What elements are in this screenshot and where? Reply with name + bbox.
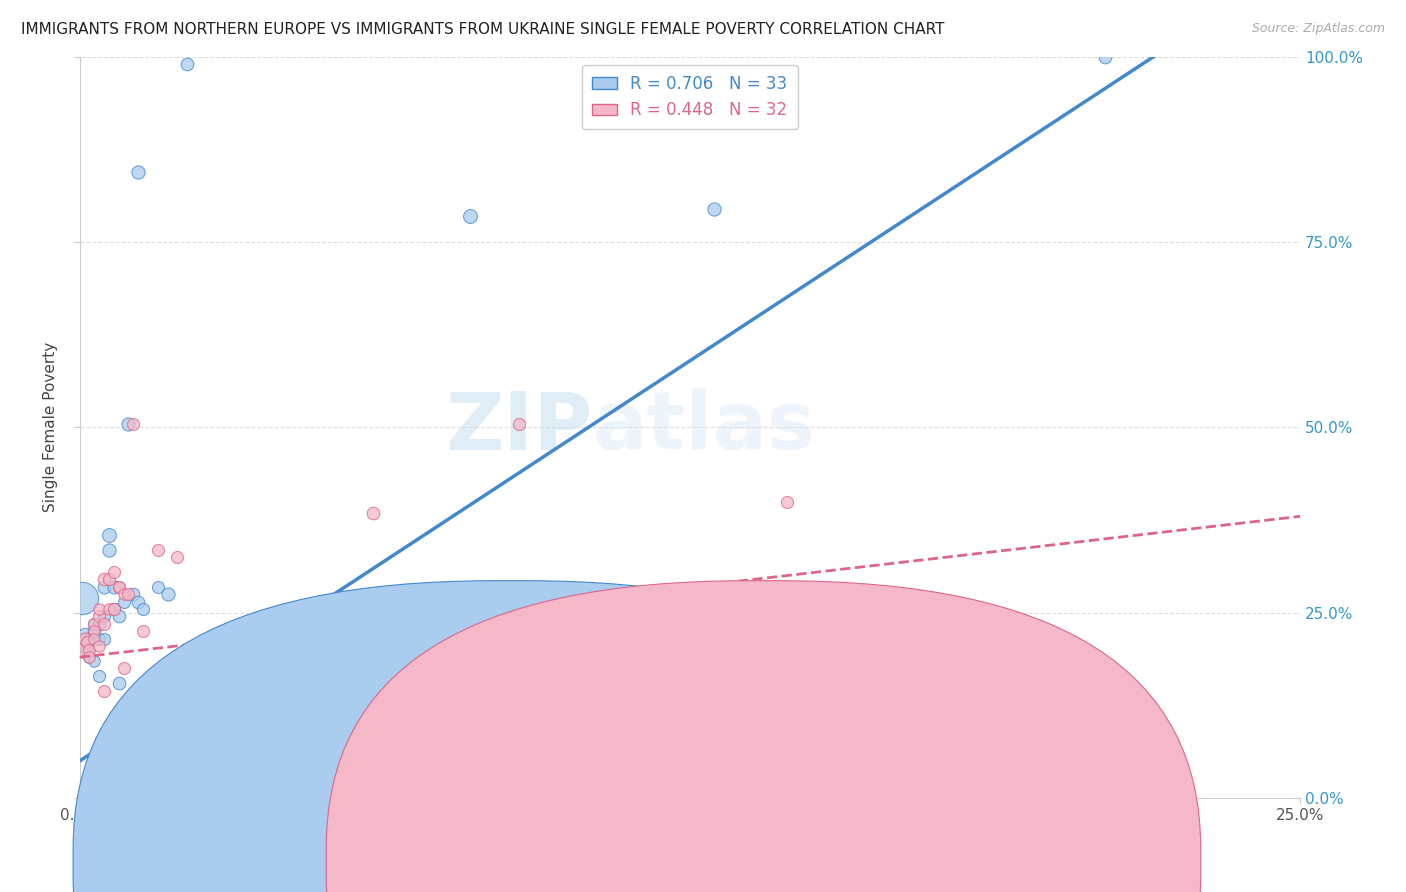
Point — [166, 550, 188, 565]
Point — [79, 650, 101, 665]
Point — [107, 580, 129, 594]
Point — [122, 587, 145, 601]
Point — [132, 624, 155, 639]
Point — [146, 580, 169, 594]
Point — [93, 609, 115, 624]
Point — [93, 573, 115, 587]
Point — [776, 494, 799, 508]
Point — [127, 594, 149, 608]
Point — [703, 202, 725, 216]
Point — [127, 164, 149, 178]
Point — [103, 565, 125, 579]
Point — [176, 57, 198, 71]
Point — [83, 654, 105, 668]
Point — [117, 417, 139, 431]
Point — [93, 632, 115, 646]
Text: Source: ZipAtlas.com: Source: ZipAtlas.com — [1251, 22, 1385, 36]
Y-axis label: Single Female Poverty: Single Female Poverty — [44, 343, 58, 513]
Point — [89, 639, 111, 653]
Point — [76, 642, 98, 657]
Point — [146, 676, 169, 690]
Point — [97, 573, 120, 587]
Point — [112, 587, 135, 601]
Point — [1094, 50, 1116, 64]
Point — [103, 602, 125, 616]
Point — [146, 542, 169, 557]
Point — [89, 632, 111, 646]
Point — [97, 528, 120, 542]
Point — [508, 417, 530, 431]
Point — [89, 669, 111, 683]
Text: ZIP: ZIP — [444, 388, 592, 467]
Point — [132, 602, 155, 616]
Point — [83, 616, 105, 631]
Point — [361, 506, 384, 520]
Text: Immigrants from Ukraine: Immigrants from Ukraine — [780, 855, 973, 870]
Point — [93, 616, 115, 631]
Point — [93, 683, 115, 698]
Legend: R = 0.706   N = 33, R = 0.448   N = 32: R = 0.706 N = 33, R = 0.448 N = 32 — [582, 65, 797, 129]
Point — [703, 683, 725, 698]
Point — [93, 580, 115, 594]
Point — [654, 632, 676, 646]
Point — [83, 624, 105, 639]
Point — [79, 642, 101, 657]
Point — [89, 609, 111, 624]
Point — [107, 676, 129, 690]
Point — [73, 632, 96, 646]
Point — [73, 628, 96, 642]
Point — [156, 587, 179, 601]
Point — [97, 602, 120, 616]
Point — [103, 602, 125, 616]
Point — [112, 594, 135, 608]
Point — [112, 661, 135, 675]
Point — [83, 616, 105, 631]
Point — [79, 650, 101, 665]
Point — [79, 632, 101, 646]
Point — [83, 632, 105, 646]
Point — [89, 616, 111, 631]
Text: Immigrants from Northern Europe: Immigrants from Northern Europe — [527, 855, 787, 870]
Point — [70, 591, 93, 605]
Text: atlas: atlas — [592, 388, 815, 467]
Point — [97, 542, 120, 557]
Point — [103, 580, 125, 594]
Text: IMMIGRANTS FROM NORTHERN EUROPE VS IMMIGRANTS FROM UKRAINE SINGLE FEMALE POVERTY: IMMIGRANTS FROM NORTHERN EUROPE VS IMMIG… — [21, 22, 945, 37]
Point — [107, 580, 129, 594]
Point — [122, 417, 145, 431]
Point — [76, 635, 98, 649]
Point — [89, 602, 111, 616]
Point — [458, 209, 481, 223]
Point — [83, 624, 105, 639]
Point — [107, 609, 129, 624]
Point — [70, 642, 93, 657]
Point — [117, 587, 139, 601]
